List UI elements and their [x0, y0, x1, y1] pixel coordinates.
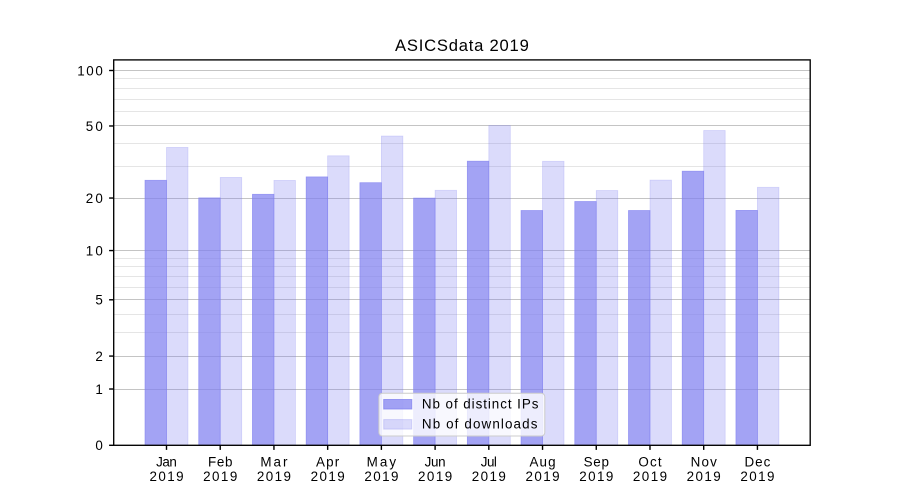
svg-text:2019: 2019: [364, 469, 398, 484]
svg-text:2019: 2019: [257, 469, 291, 484]
svg-text:2019: 2019: [687, 469, 721, 484]
svg-text:100: 100: [77, 63, 103, 78]
svg-text:Jun: Jun: [425, 454, 446, 469]
svg-text:2019: 2019: [203, 469, 237, 484]
svg-text:Dec: Dec: [744, 454, 770, 469]
svg-text:Mar: Mar: [260, 454, 288, 469]
svg-text:5: 5: [95, 293, 102, 308]
svg-text:2019: 2019: [418, 469, 452, 484]
svg-text:Nb of distinct IPs: Nb of distinct IPs: [422, 397, 539, 412]
svg-text:Feb: Feb: [208, 454, 233, 469]
svg-text:ASICSdata 2019: ASICSdata 2019: [395, 36, 529, 55]
svg-text:2019: 2019: [472, 469, 506, 484]
svg-text:2019: 2019: [311, 469, 345, 484]
svg-text:2019: 2019: [740, 469, 774, 484]
svg-text:1: 1: [95, 382, 102, 397]
svg-text:Nb of downloads: Nb of downloads: [422, 417, 538, 432]
svg-text:May: May: [367, 454, 397, 469]
svg-text:2019: 2019: [579, 469, 613, 484]
svg-text:Nov: Nov: [691, 454, 717, 469]
svg-text:0: 0: [95, 438, 102, 453]
svg-text:Apr: Apr: [316, 454, 340, 469]
svg-text:Aug: Aug: [529, 454, 555, 469]
svg-text:Sep: Sep: [584, 454, 609, 469]
svg-text:2019: 2019: [149, 469, 183, 484]
svg-text:Jan: Jan: [156, 454, 177, 469]
svg-text:2019: 2019: [525, 469, 559, 484]
svg-text:Oct: Oct: [638, 454, 661, 469]
svg-text:Jul: Jul: [481, 454, 497, 469]
svg-text:2019: 2019: [633, 469, 667, 484]
svg-text:2: 2: [95, 349, 102, 364]
